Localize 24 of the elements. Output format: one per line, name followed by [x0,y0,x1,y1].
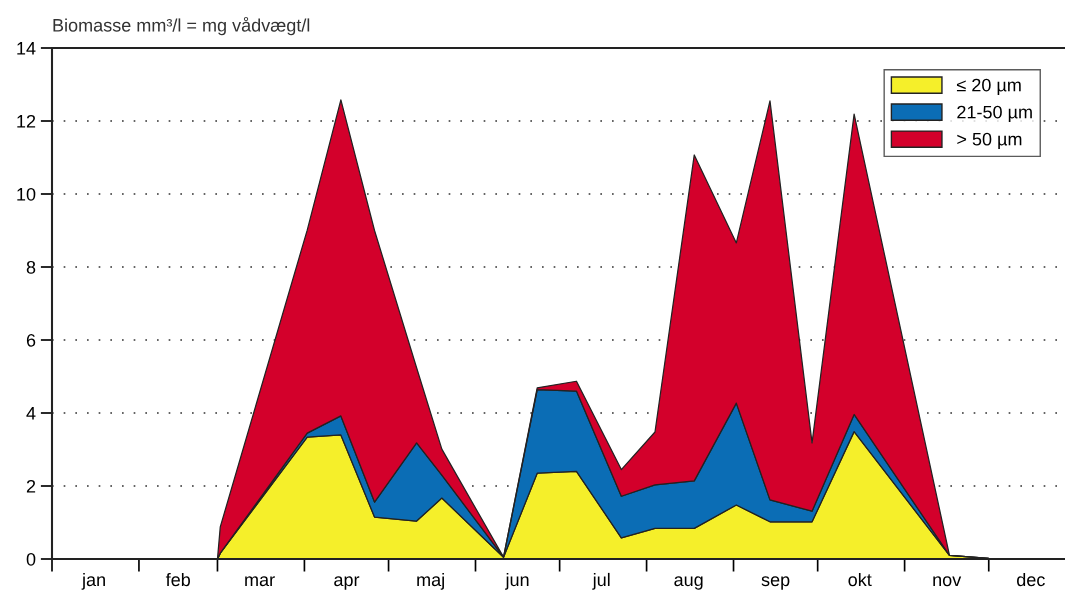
y-tick-label: 4 [26,407,36,420]
y-tick-label: 12 [17,114,36,128]
x-tick-label: dec [1017,572,1045,587]
y-tick-label: 2 [26,479,36,493]
x-tick-label: maj [417,572,444,590]
x-tick-label: sep [761,576,790,590]
x-tick-label: aug [674,576,703,590]
legend-label: > 50 µm [957,132,1022,150]
y-tick-label: 14 [17,42,36,55]
legend-label: ≤ 20 µm [956,78,1021,96]
x-tick-label: apr [334,576,360,590]
y-axis-title: Biomasse mm³/l = mg vådvægt/l [53,16,310,36]
legend-label: 21-50 µm [957,105,1032,123]
y-tick-label: 10 [17,187,36,201]
x-tick-label: nov [933,576,962,587]
y-tick-label: 6 [26,333,36,347]
x-tick-label: mar [245,576,275,587]
y-tick-label: 8 [26,260,36,274]
x-tick-label: jul [592,572,610,590]
x-tick-label: jun [505,572,529,590]
x-tick-label: jan [81,572,105,590]
x-tick-label: okt [848,572,872,587]
y-tick-label: 0 [26,552,36,566]
x-tick-label: feb [165,572,190,587]
